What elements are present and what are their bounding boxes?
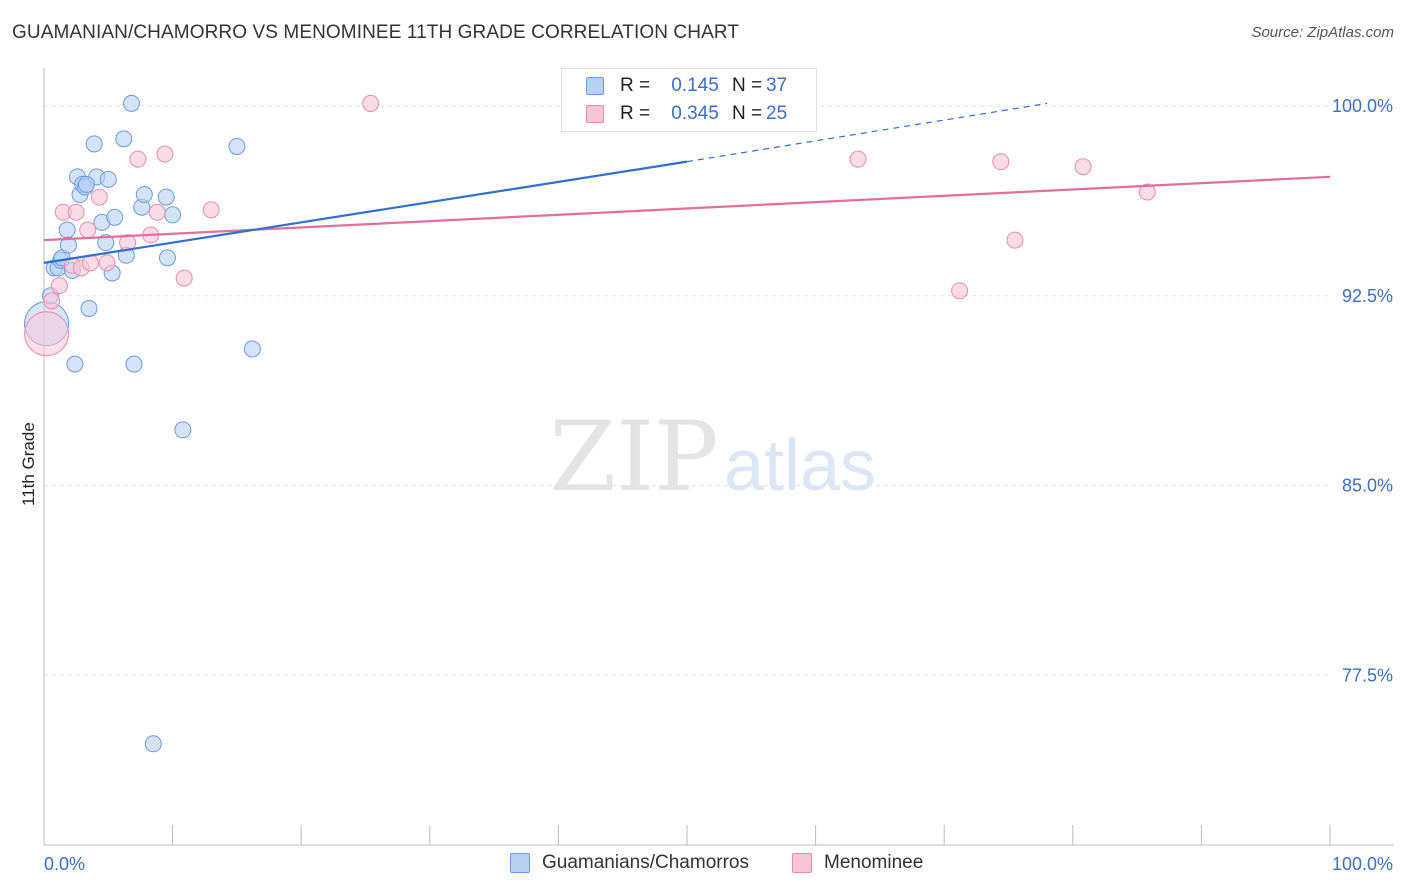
r-value: 0.345 [671,103,719,124]
guamanians-point [66,355,84,373]
y-tick-label: 77.5% [1342,665,1393,685]
menominee-point [202,201,220,219]
menominee-point [90,188,108,206]
guamanians-point [228,137,246,155]
menominee-point [1138,183,1156,201]
r-label: R = [620,75,651,96]
guamanians-point [59,236,77,254]
guamanians-point [157,188,175,206]
menominee-legend-swatch [792,853,812,873]
menominee-point [1074,158,1092,176]
guamanians-point [77,175,95,193]
menominee-point [1006,231,1024,249]
menominee-point [175,269,193,287]
x-tick-label: 0.0% [44,854,85,874]
watermark: ZIP atlas [549,401,876,513]
menominee-swatch [586,105,604,123]
menominee-point [24,311,70,357]
menominee-point [362,94,380,112]
menominee-trend-line [43,175,1331,242]
menominee-point [951,282,969,300]
guamanians-point [97,234,115,252]
chart-title: GUAMANIAN/CHAMORRO VS MENOMINEE 11TH GRA… [12,22,740,43]
guamanians-point [243,340,261,358]
n-label: N = [732,75,763,96]
guamanians-point [174,421,192,439]
guamanians-point [144,735,162,753]
axes [43,68,1394,846]
guamanians-point [80,299,98,317]
guamanians-trend-extension [686,102,1048,163]
guamanians-point [106,208,124,226]
legend-label: Menominee [824,852,924,873]
guamanians-point [99,170,117,188]
y-tick-label: 85.0% [1342,476,1393,496]
menominee-point [98,254,116,272]
guamanians-point [58,221,76,239]
watermark-atlas: atlas [724,426,876,506]
menominee-point [156,145,174,163]
menominee-point [43,292,61,310]
stats-legend: R = 0.145 N = 37 R = 0.345 N = 25 [561,68,817,132]
guamanians-point [85,135,103,153]
grid-lines [44,105,1330,676]
menominee-point [992,153,1010,171]
guamanians-point [158,249,176,267]
menominee-point [67,203,85,221]
legend-label: Guamanians/Chamorros [542,852,749,873]
guamanians-legend-swatch [510,853,530,873]
x-tick-label: 100.0% [1332,854,1393,874]
menominee-point [50,277,68,295]
menominee-point [79,221,97,239]
watermark-zip: ZIP [549,401,718,513]
series-menominee-points [24,94,1156,357]
n-value: 25 [766,103,788,124]
menominee-point [148,203,166,221]
tick-labels: 100.0% 92.5% 85.0% 77.5% 0.0% 100.0% [44,96,1393,874]
guamanians-point [164,206,182,224]
menominee-point [849,150,867,168]
guamanians-point [125,355,143,373]
guamanians-point [122,94,140,112]
y-tick-label: 92.5% [1342,286,1393,306]
guamanians-point [135,186,153,204]
menominee-point [129,150,147,168]
guamanians-point [115,130,133,148]
guamanians-swatch [586,77,604,95]
n-value: 37 [766,75,788,96]
r-label: R = [620,103,651,124]
source-label: Source: ZipAtlas.com [1251,24,1394,41]
y-tick-label: 100.0% [1332,96,1393,116]
trend-lines [43,102,1331,264]
r-value: 0.145 [671,75,719,96]
n-label: N = [732,103,763,124]
guamanians-trend-line [43,160,688,264]
